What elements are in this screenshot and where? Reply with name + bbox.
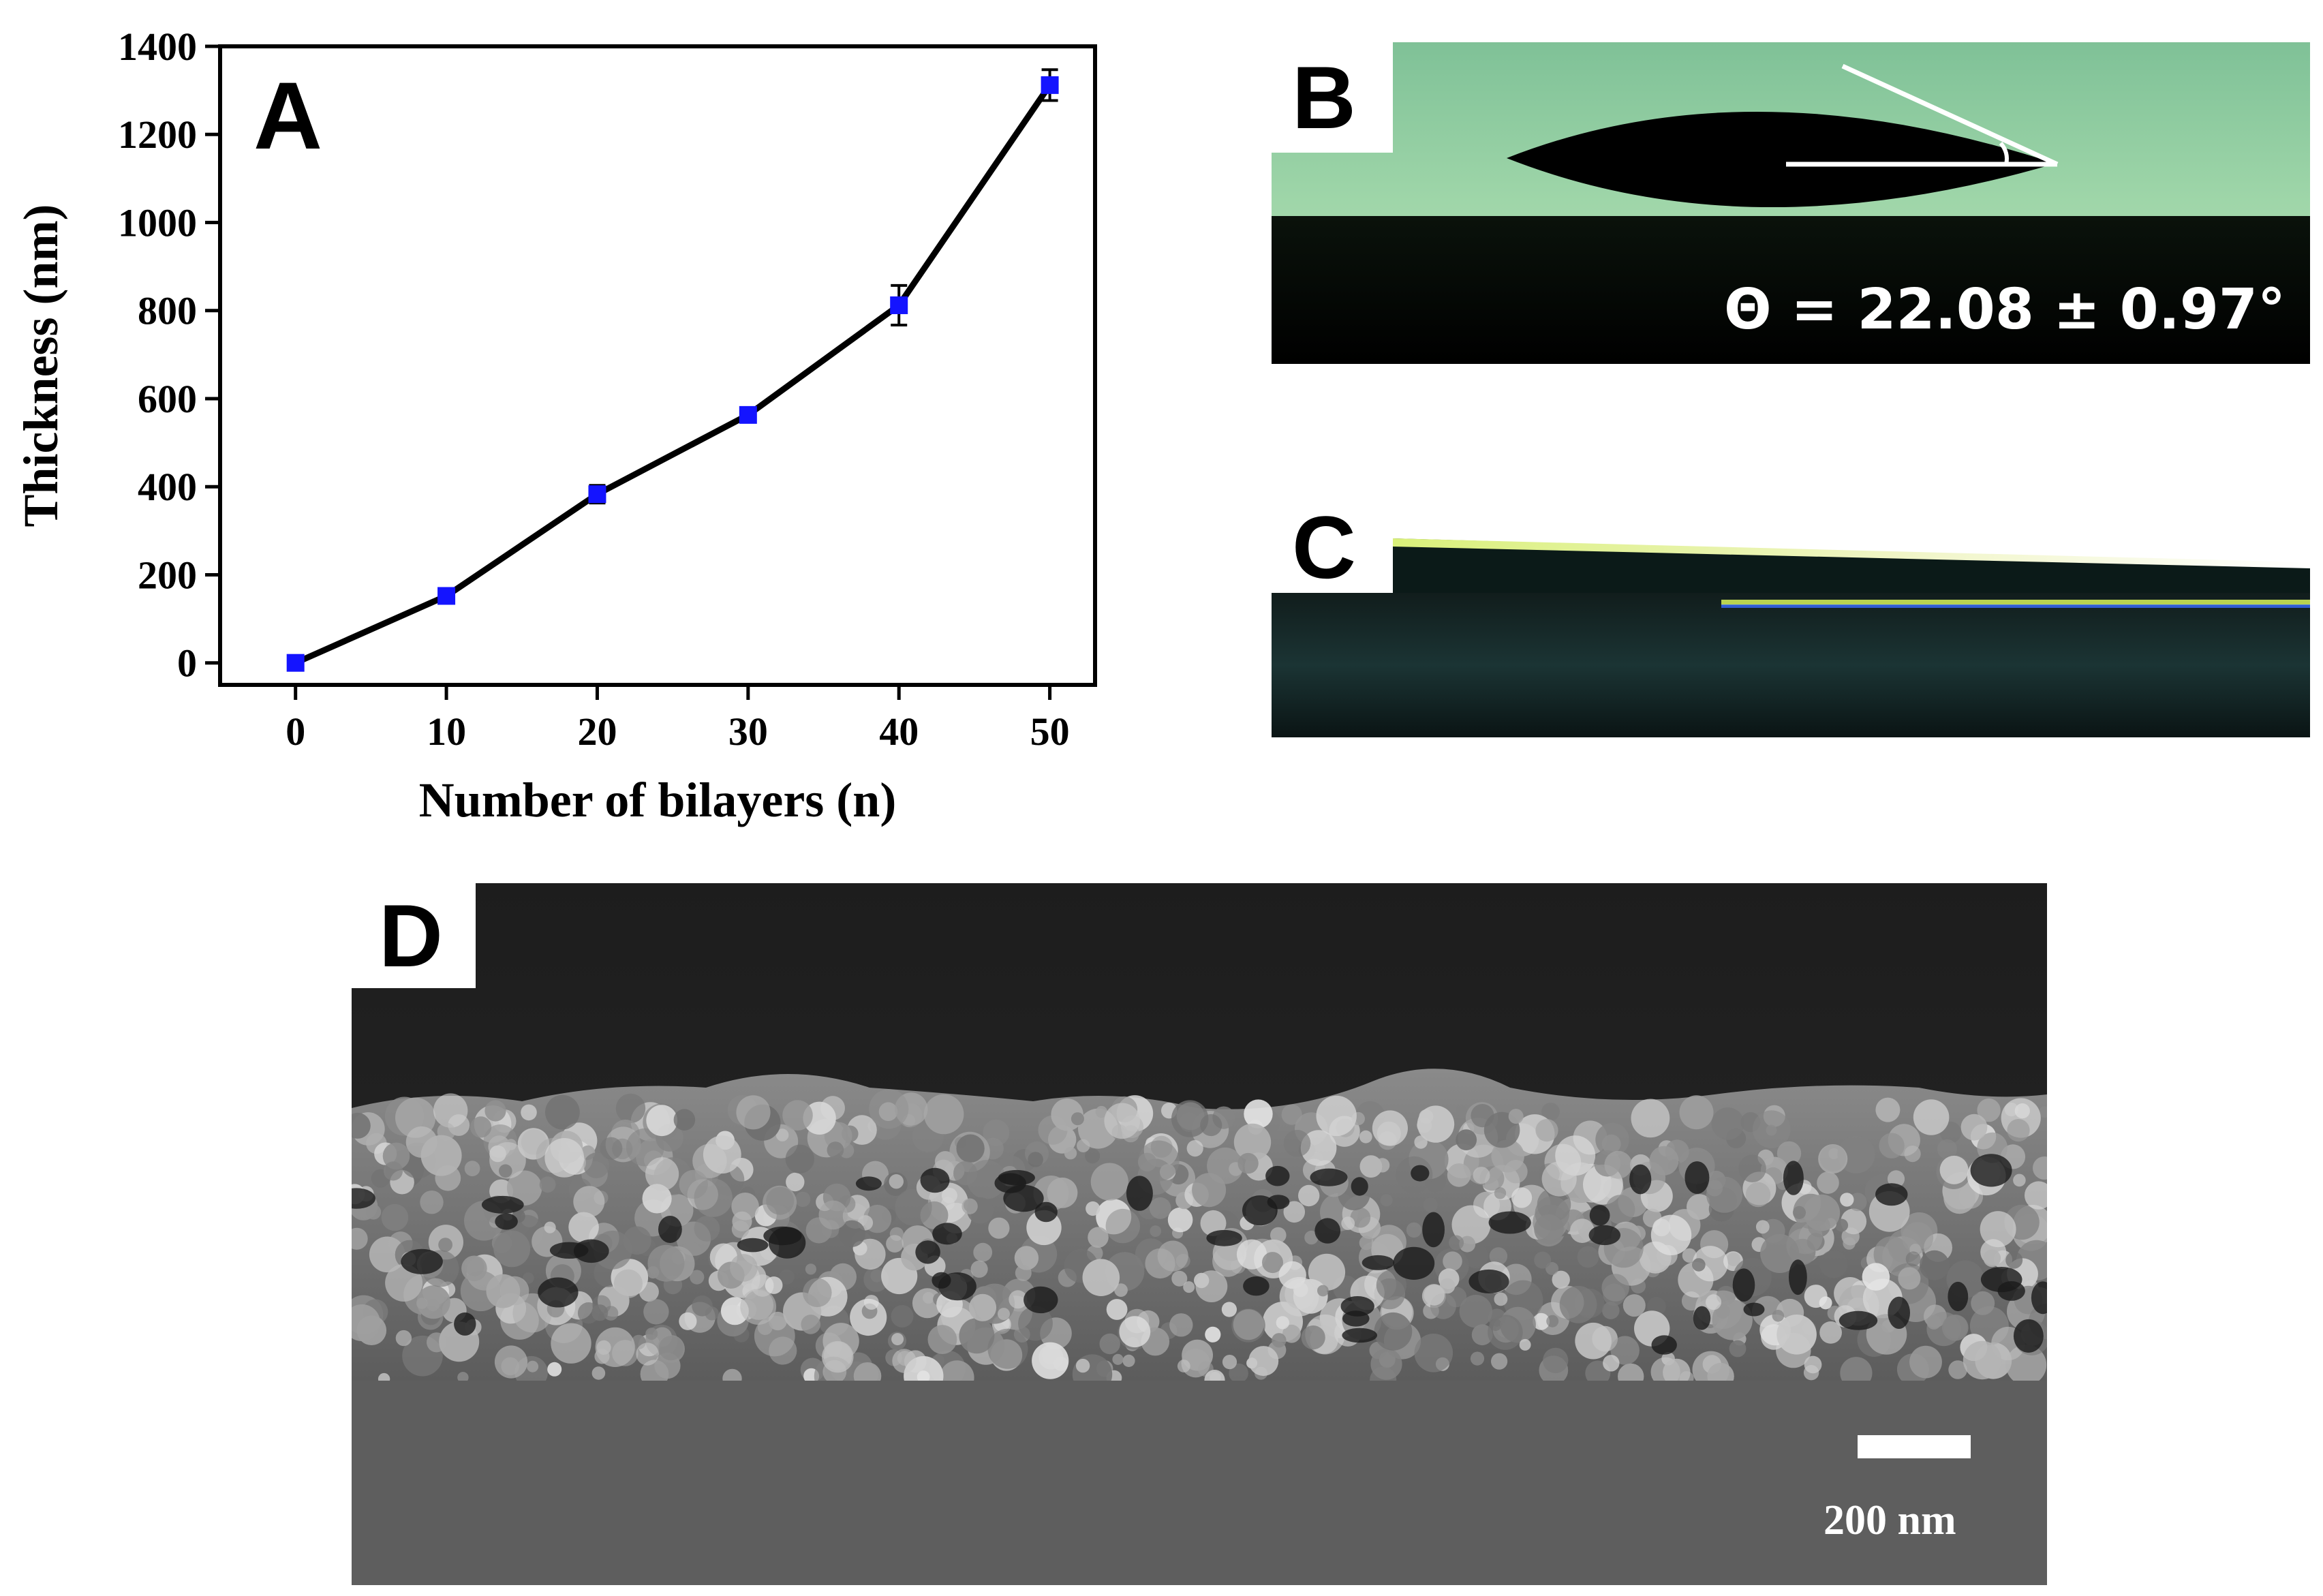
panel-letter-a: A	[253, 62, 323, 169]
substrate-layer	[352, 1381, 2047, 1585]
nanoparticle-texture	[337, 1089, 2065, 1396]
y-tick-label: 400	[138, 465, 197, 509]
scale-bar	[1858, 1435, 1971, 1458]
thickness-chart: 0 200 400 600 800 1000 1200 1400 0 10 20 30 40 50 Numb…	[14, 25, 1097, 827]
x-tick-label: 10	[427, 709, 466, 754]
data-point	[437, 587, 456, 605]
substrate-dark	[1272, 593, 2310, 737]
y-axis-label: Thickness (nm)	[14, 204, 68, 527]
scale-bar-label: 200 nm	[1824, 1497, 1956, 1544]
contact-angle-photo	[1272, 42, 2310, 364]
panel-letter-d: D	[352, 883, 476, 988]
x-tick-label: 30	[728, 709, 768, 754]
x-axis-label: Number of bilayers (n)	[419, 773, 897, 827]
film-line-blue	[1721, 604, 2310, 608]
y-tick-label: 1200	[118, 112, 197, 157]
reflection-stripe	[1393, 538, 2310, 568]
tangent-line	[1841, 63, 2059, 167]
contact-angle-value: Θ = 22.08 ± 0.97°	[1723, 277, 2286, 342]
series-line	[294, 83, 1053, 666]
x-tick-label: 40	[879, 709, 919, 754]
panel-d: 200 nm D	[337, 883, 2065, 1585]
panel-letter-b: B	[1272, 42, 1393, 153]
y-tick-label: 200	[138, 553, 197, 597]
sem-cross-section	[337, 883, 2065, 1585]
substrate-shadow	[1272, 216, 2310, 364]
data-point	[1041, 76, 1059, 94]
panel-letter-c: C	[1272, 497, 1393, 593]
x-tick-label: 0	[286, 709, 305, 754]
y-tick-label: 600	[138, 377, 197, 421]
y-tick-label: 1000	[118, 200, 197, 245]
y-tick-label: 800	[138, 289, 197, 333]
x-tick-label: 50	[1030, 709, 1070, 754]
plot-frame	[218, 44, 1097, 687]
film-line-yellow	[1721, 600, 2310, 605]
angle-arc	[1999, 142, 2009, 165]
side-view-photo	[1272, 497, 2310, 737]
y-tick-label: 0	[177, 641, 197, 686]
x-tick-label: 20	[577, 709, 617, 754]
droplet-silhouette	[1507, 111, 2055, 208]
data-point	[588, 485, 606, 504]
data-point	[739, 405, 757, 424]
panel-c: C	[1272, 497, 2310, 737]
panel-b: Θ = 22.08 ± 0.97° B	[1272, 42, 2310, 364]
y-tick-label: 1400	[118, 25, 197, 69]
data-point	[286, 654, 305, 672]
panel-a: 0 200 400 600 800 1000 1200 1400 0 10 20 30 40 50 Numb…	[0, 0, 1158, 852]
data-point	[890, 296, 908, 314]
